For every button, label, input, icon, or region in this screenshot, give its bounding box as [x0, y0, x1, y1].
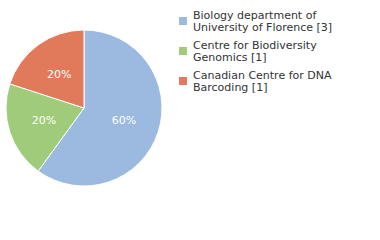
- svg-text:Canadian Centre for DNA: Canadian Centre for DNA: [193, 68, 335, 82]
- svg-text:Genomics [1]: Genomics [1]: [193, 51, 267, 64]
- svg-text:60%: 60%: [112, 114, 136, 127]
- svg-text:20%: 20%: [32, 114, 56, 127]
- svg-text:Centre for Biodiversity: Centre for Biodiversity: [193, 38, 321, 52]
- svg-text:Barcoding [1]: Barcoding [1]: [193, 81, 267, 94]
- svg-text:University of Florence [3]: University of Florence [3]: [193, 21, 332, 34]
- svg-text:Biology department of: Biology department of: [193, 8, 320, 22]
- svg-text:20%: 20%: [47, 68, 71, 81]
